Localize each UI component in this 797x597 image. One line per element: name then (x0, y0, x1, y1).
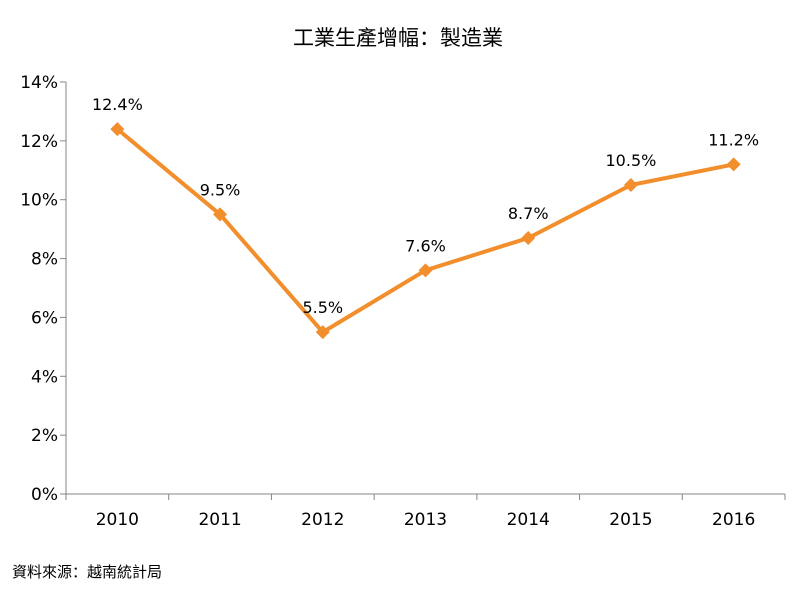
x-tick-label: 2013 (404, 510, 447, 530)
data-label: 9.5% (200, 180, 241, 199)
data-point (418, 263, 433, 278)
y-tick-label: 0% (31, 485, 58, 505)
y-tick-label: 2% (31, 426, 58, 446)
x-tick-label: 2015 (609, 510, 652, 530)
x-tick-label: 2012 (301, 510, 344, 530)
y-tick-label: 6% (31, 308, 58, 328)
data-label: 10.5% (606, 151, 657, 170)
x-tick-label: 2011 (198, 510, 241, 530)
data-label: 7.6% (405, 236, 446, 255)
data-point (521, 230, 536, 245)
y-tick-label: 10% (20, 191, 58, 211)
data-label: 12.4% (92, 95, 143, 114)
y-tick-label: 12% (20, 132, 58, 152)
data-point (623, 178, 638, 192)
data-point (315, 325, 330, 340)
y-axis: 0% 2% 4% 6% 8% 10% 12% 14% (20, 73, 67, 505)
data-label: 8.7% (508, 204, 549, 223)
chart-title: 工業生產增幅：製造業 (293, 26, 503, 50)
data-label: 5.5% (302, 298, 343, 317)
y-tick-label: 8% (31, 250, 58, 270)
data-point (110, 122, 125, 137)
data-label: 11.2% (708, 130, 759, 149)
x-axis: 2010 2011 2012 2013 2014 2015 2016 (65, 493, 786, 530)
data-point (726, 157, 741, 172)
x-tick-label: 2016 (712, 510, 755, 530)
y-tick-label: 14% (20, 73, 58, 93)
data-point (213, 207, 228, 222)
x-tick-label: 2014 (507, 510, 550, 530)
y-tick-label: 4% (31, 367, 58, 387)
x-tick-label: 2010 (96, 510, 139, 530)
series-layer: 12.4% 9.5% 5.5% 7.6% 8.7% 10.5% 11.2% (92, 95, 759, 340)
source-note: 資料來源：越南統計局 (12, 563, 163, 581)
